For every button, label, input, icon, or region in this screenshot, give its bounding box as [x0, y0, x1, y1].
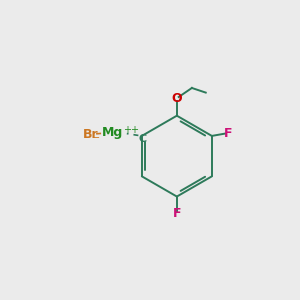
Text: F: F [172, 207, 181, 220]
Text: −: − [92, 133, 100, 142]
Text: ++: ++ [123, 125, 139, 135]
Text: O: O [172, 92, 182, 105]
Text: Br: Br [83, 128, 99, 141]
Text: F: F [224, 127, 233, 140]
Text: Mg: Mg [102, 126, 124, 139]
Text: C: C [139, 134, 147, 144]
